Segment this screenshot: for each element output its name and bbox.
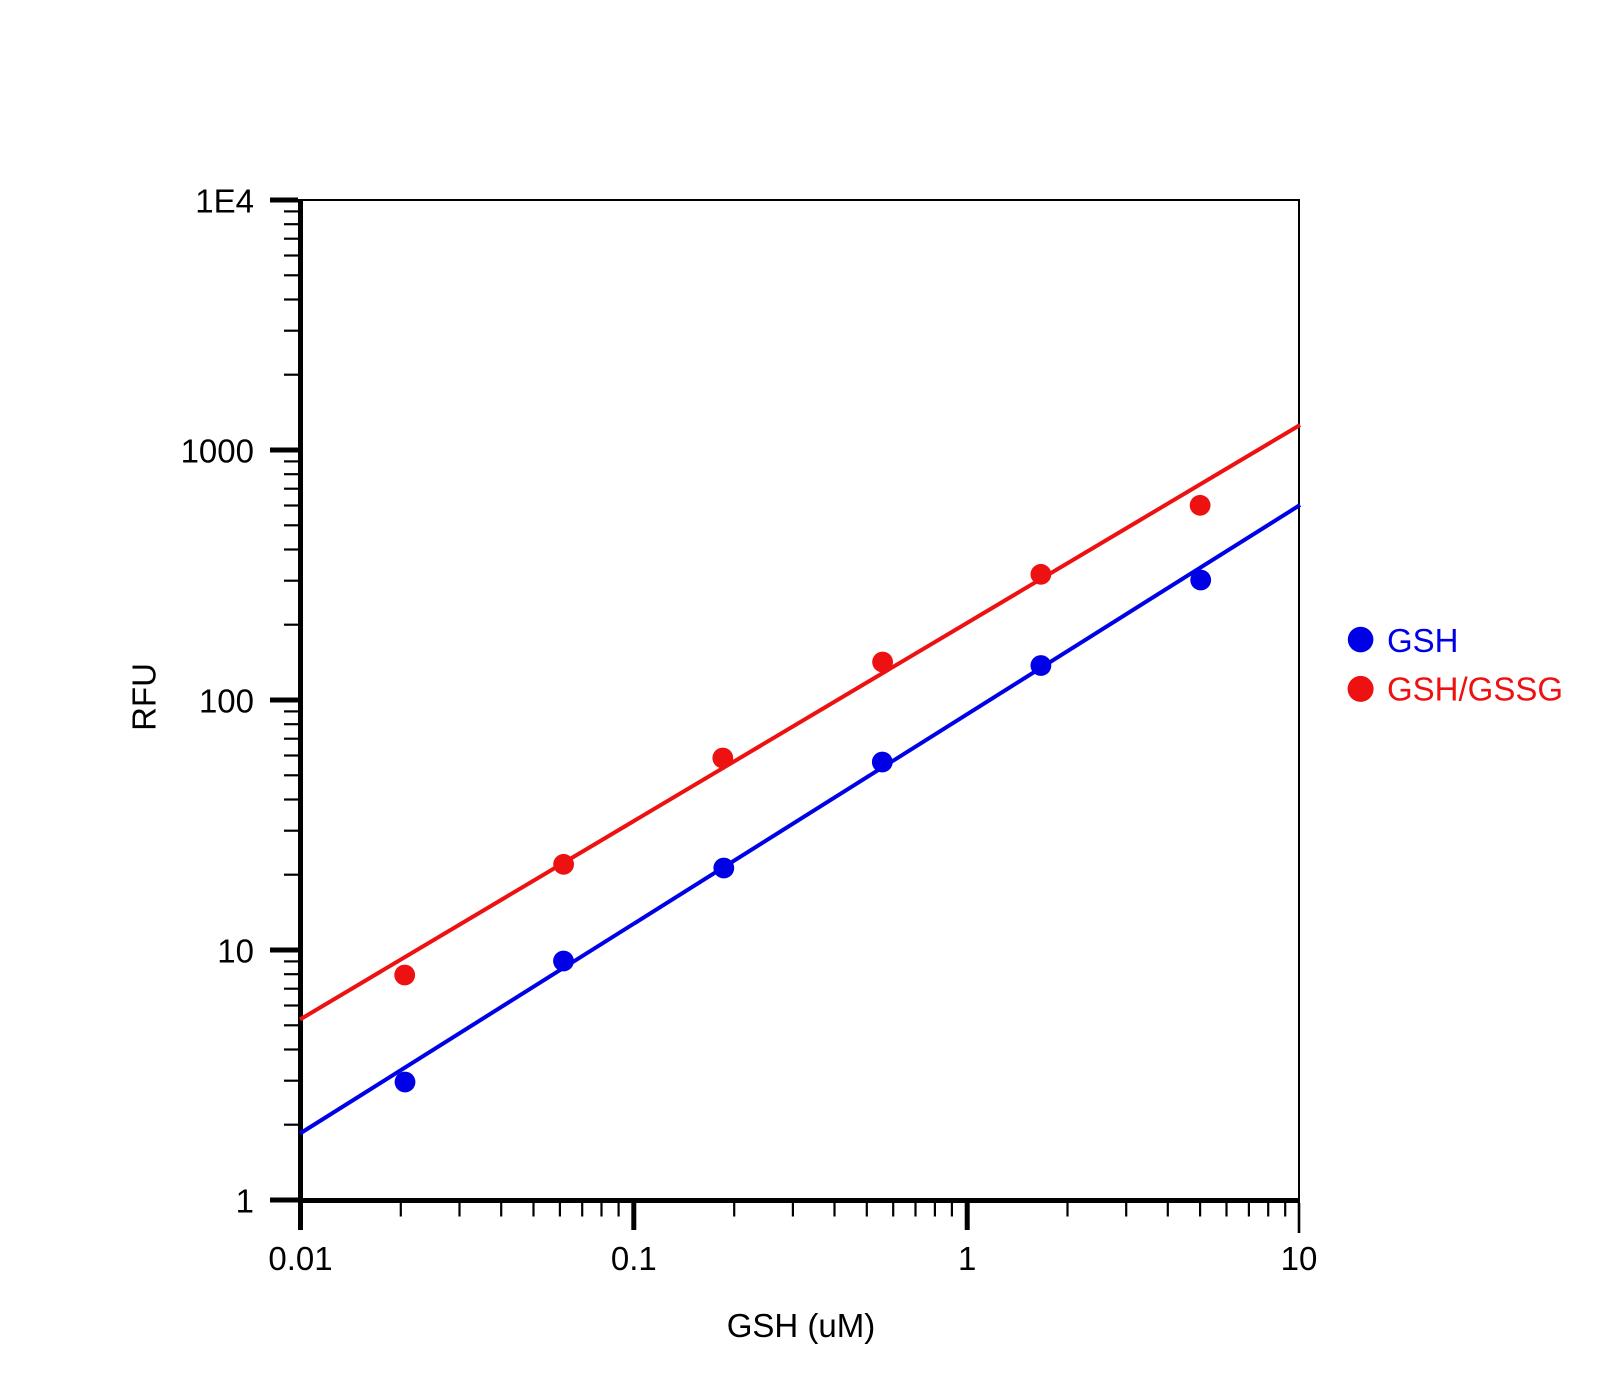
svg-text:10: 10 — [1281, 1240, 1318, 1277]
svg-text:GSH (uM): GSH (uM) — [727, 1307, 876, 1344]
svg-text:GSH: GSH — [1387, 622, 1459, 659]
svg-text:0.01: 0.01 — [268, 1240, 332, 1277]
svg-text:RFU: RFU — [126, 663, 163, 731]
svg-text:1000: 1000 — [181, 433, 254, 470]
svg-text:100: 100 — [199, 683, 254, 720]
svg-text:1: 1 — [236, 1183, 254, 1220]
svg-text:10: 10 — [217, 933, 254, 970]
svg-text:1E4: 1E4 — [195, 183, 254, 220]
svg-text:1: 1 — [958, 1240, 976, 1277]
svg-text:GSH/GSSG: GSH/GSSG — [1387, 671, 1563, 708]
svg-text:0.1: 0.1 — [611, 1240, 657, 1277]
